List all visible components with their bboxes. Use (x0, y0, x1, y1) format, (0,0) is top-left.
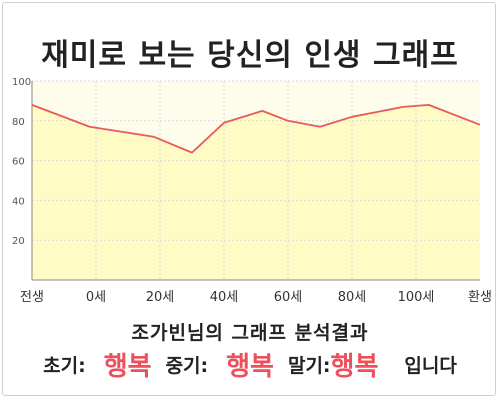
early-value: 행복 (103, 351, 152, 382)
result-line: 초기: 행복 중기: 행복 말기: 행복 입니다 (0, 346, 500, 382)
middle-label: 중기: (165, 354, 209, 377)
x-tick-label: 전생 (20, 290, 44, 305)
x-tick-label: 80세 (338, 290, 367, 305)
y-tick-label: 40 (12, 196, 25, 207)
x-tick-label: 60세 (274, 290, 303, 305)
area-fill (32, 104, 480, 280)
x-tick-label: 100세 (398, 290, 435, 305)
ending-text: 입니다 (404, 354, 457, 377)
middle-value: 행복 (226, 351, 274, 382)
page-title: 재미로 보는 당신의 인생 그래프 (41, 38, 459, 73)
late-value: 행복 (330, 351, 379, 382)
card-frame (2, 2, 496, 396)
y-tick-label: 80 (12, 117, 25, 128)
early-label: 초기: (43, 354, 86, 377)
x-tick-label: 환생 (468, 290, 492, 305)
series-line (31, 103, 481, 154)
late-label: 말기: (287, 354, 331, 377)
result-subtitle: 조가빈님의 그래프 분석결과 (131, 322, 369, 344)
x-tick-label: 20세 (146, 290, 175, 305)
y-tick-label: 60 (12, 157, 25, 168)
y-tick-label: 20 (12, 236, 25, 247)
x-tick-label: 40세 (210, 290, 239, 305)
x-tick-label: 0세 (86, 290, 106, 305)
y-tick-label: 100 (12, 77, 31, 88)
